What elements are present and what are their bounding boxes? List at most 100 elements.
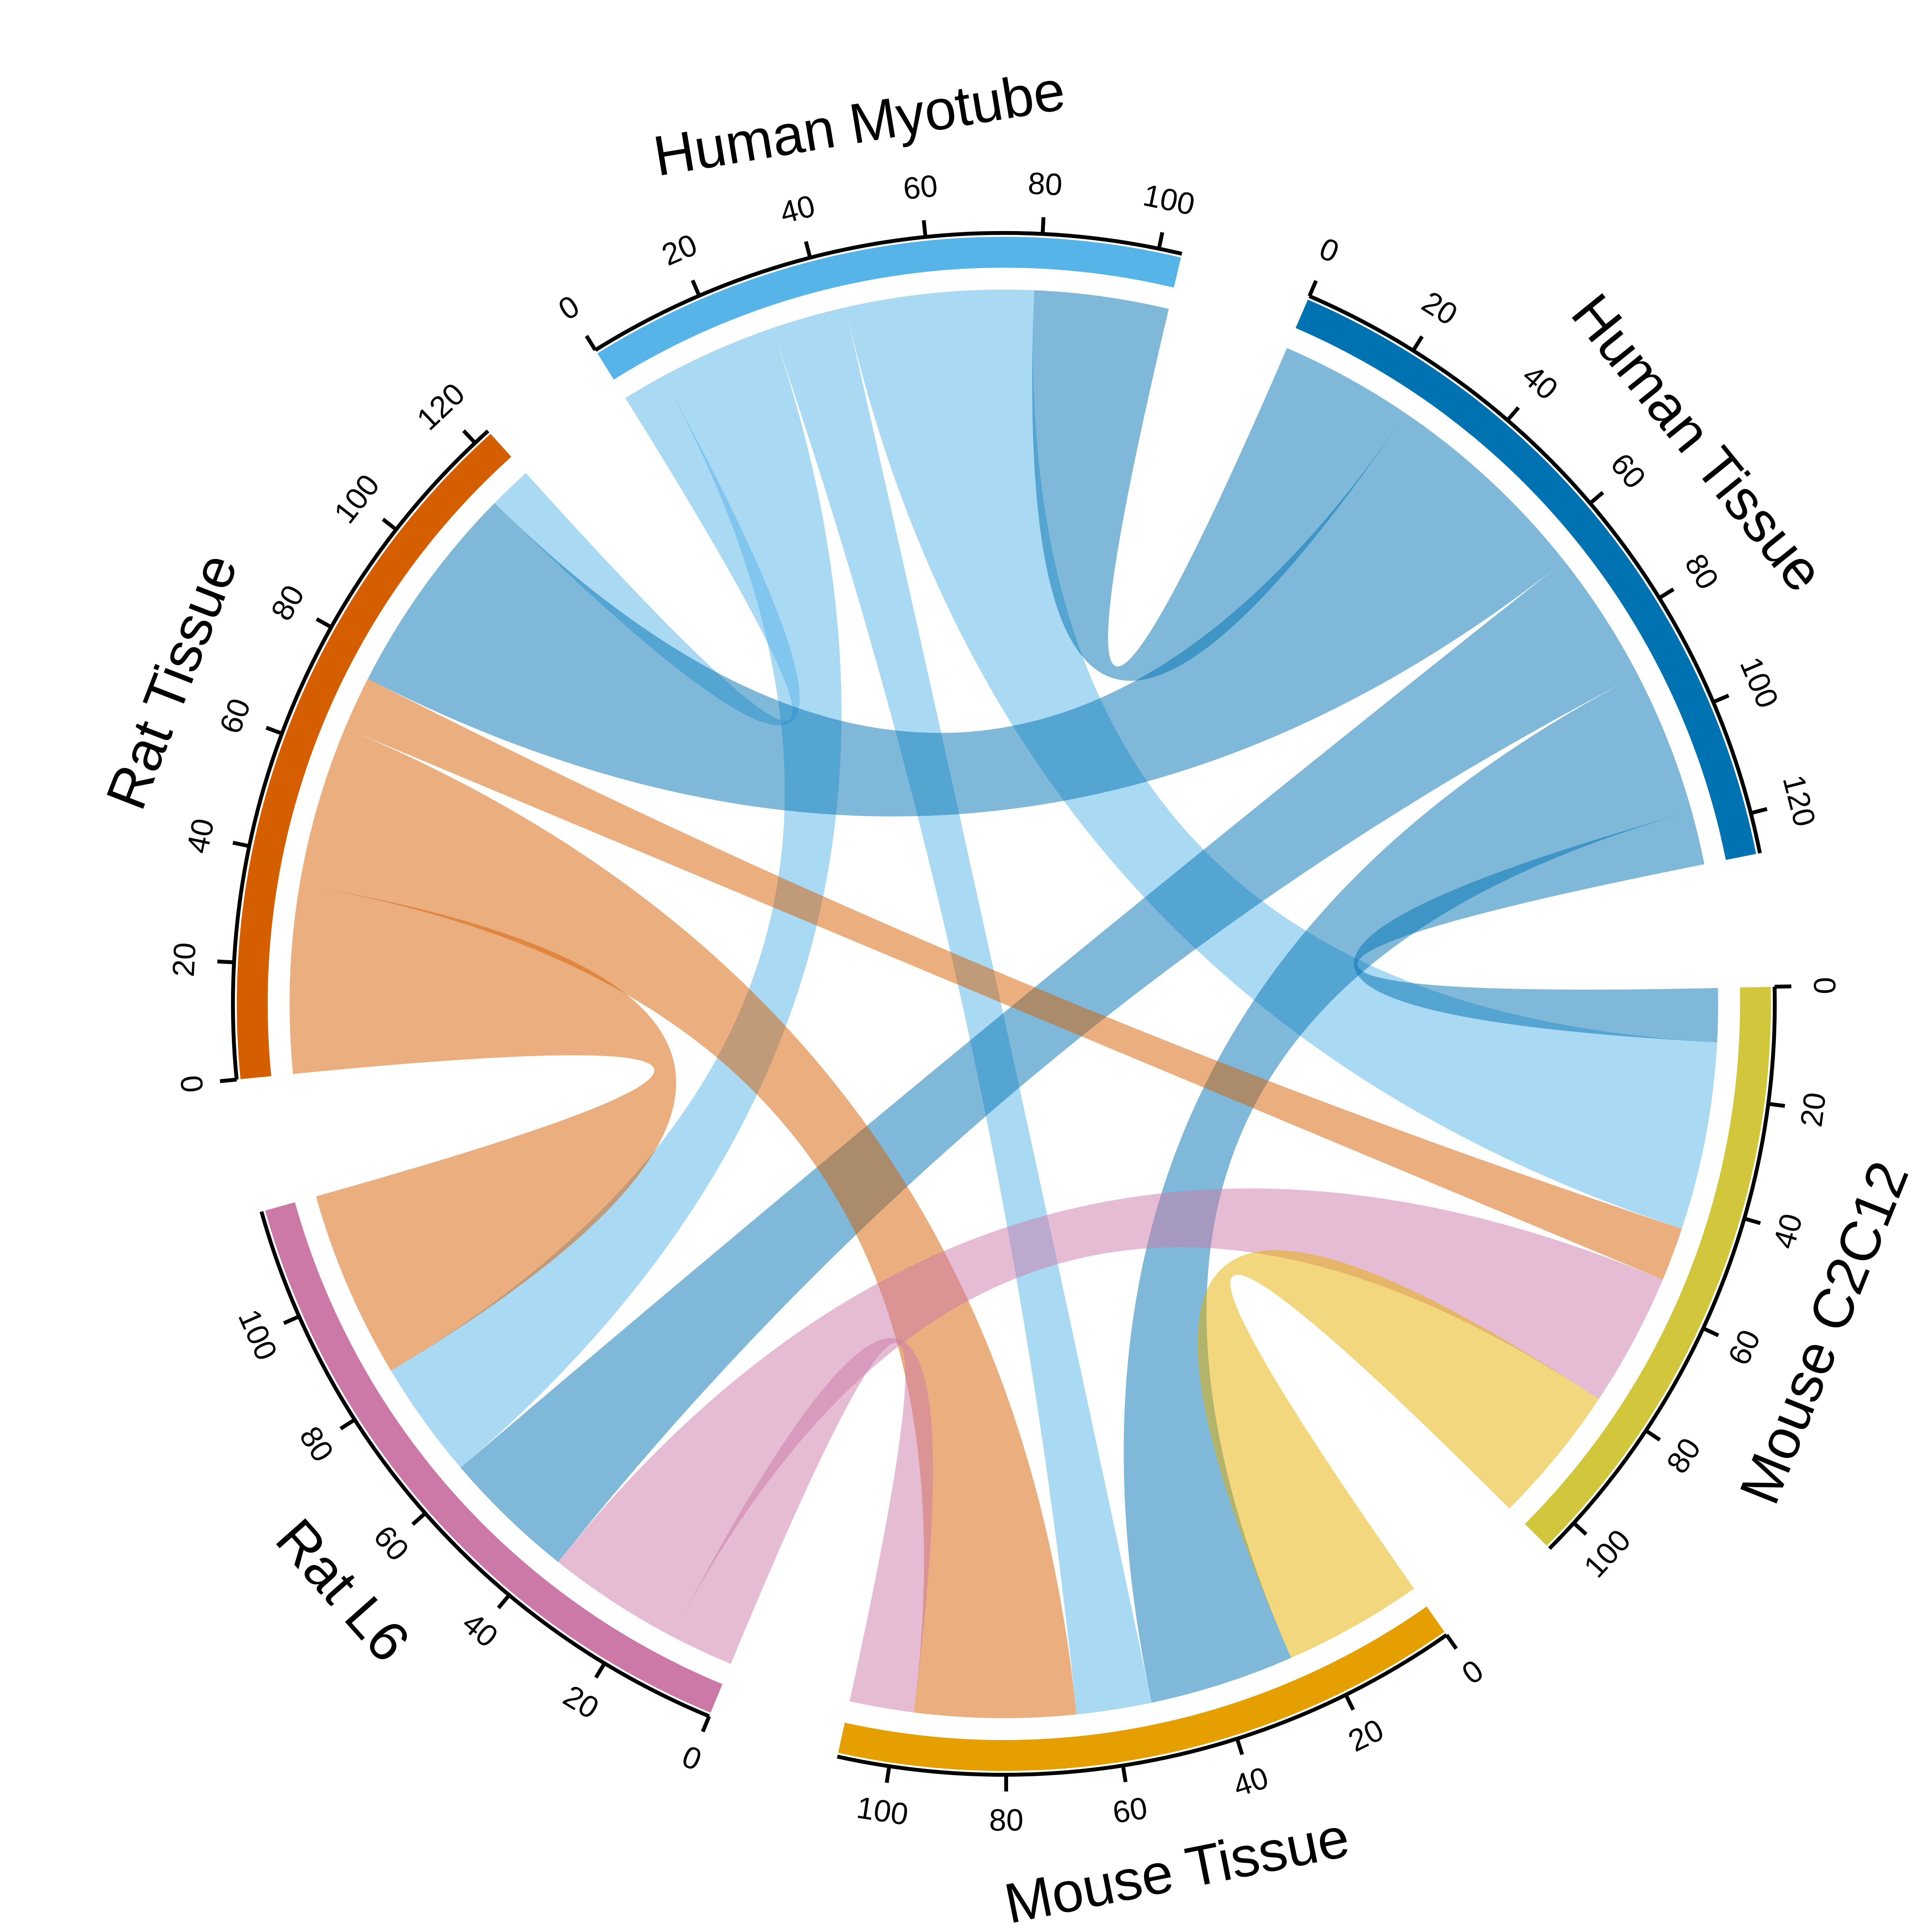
tick-label: 120 — [410, 376, 471, 437]
tick-label: 80 — [1027, 166, 1063, 202]
ribbon — [1032, 290, 1406, 681]
tick-mark — [690, 279, 701, 297]
tick-mark — [1645, 1429, 1661, 1442]
tick-label: 100 — [854, 1790, 910, 1832]
ribbon — [772, 307, 1152, 1714]
tick-mark — [1344, 1694, 1355, 1711]
tick-mark — [381, 517, 398, 531]
tick-mark — [411, 1512, 427, 1526]
ribbon — [845, 289, 1717, 1229]
sector-arc — [236, 434, 512, 1079]
tick-mark — [265, 726, 283, 736]
tick-label: 40 — [456, 1605, 504, 1654]
ribbon — [299, 728, 1077, 1718]
tick-mark — [1506, 406, 1520, 422]
tick-label: 120 — [1776, 772, 1822, 830]
tick-label: 20 — [166, 942, 202, 978]
tick-mark — [1445, 1634, 1458, 1650]
tick-mark — [1658, 587, 1675, 600]
tick-mark — [1572, 1521, 1588, 1536]
tick-mark — [1743, 1216, 1761, 1225]
sector-arc — [597, 236, 1181, 380]
ribbon — [672, 1338, 933, 1713]
tick-mark — [1157, 232, 1164, 249]
tick-mark — [1235, 1738, 1244, 1755]
tick-label: 80 — [1660, 1432, 1707, 1479]
ribbon — [558, 1188, 1663, 1636]
tick-label: 80 — [989, 1803, 1024, 1837]
tick-label: 60 — [1111, 1791, 1150, 1830]
tick-mark — [1121, 1765, 1128, 1782]
tick-label: 20 — [1416, 284, 1464, 332]
tick-mark — [585, 335, 597, 351]
tick-mark — [1712, 694, 1730, 704]
axis-line — [837, 1633, 1448, 1777]
tick-label: 80 — [293, 1420, 340, 1468]
axis-line — [231, 429, 490, 1080]
tick-mark — [1308, 280, 1318, 297]
tick-mark — [701, 1715, 711, 1733]
tick-label: 0 — [174, 1074, 210, 1094]
tick-mark — [1768, 1102, 1785, 1108]
ribbons — [289, 289, 1718, 1718]
axis-line — [594, 231, 1182, 352]
sector-arc — [838, 1606, 1445, 1771]
tick-label: 60 — [213, 694, 257, 738]
tick-mark — [804, 241, 812, 259]
tick-mark — [1750, 807, 1768, 815]
ribbon — [1354, 811, 1718, 1043]
tick-label: 60 — [1604, 447, 1652, 495]
tick-label: 60 — [367, 1519, 416, 1568]
sector-arc — [265, 1202, 723, 1713]
axis-line — [1308, 294, 1762, 854]
ribbon — [345, 679, 1682, 1280]
tick-mark — [1589, 491, 1604, 505]
tick-label: 40 — [180, 816, 221, 856]
tick-mark — [497, 1594, 511, 1609]
tick-mark — [922, 220, 928, 237]
tick-mark — [1412, 335, 1424, 352]
tick-label: 0 — [553, 289, 585, 327]
tick-label: 40 — [777, 188, 818, 230]
tick-label: 40 — [1516, 358, 1564, 406]
sector-name: Human Myotube — [649, 58, 1070, 188]
tick-label: 80 — [264, 579, 311, 626]
sector-name: Rat Tissue — [94, 545, 250, 818]
tick-mark — [283, 1315, 300, 1325]
tick-label: 80 — [1678, 548, 1725, 595]
tick-label: 20 — [558, 1678, 605, 1725]
ribbon — [289, 884, 676, 1371]
tick-mark — [232, 840, 250, 848]
tick-label: 0 — [677, 1739, 706, 1777]
tick-label: 100 — [327, 468, 386, 530]
tick-label: 100 — [232, 1304, 284, 1365]
tick-mark — [462, 429, 477, 444]
ribbon — [494, 376, 800, 726]
tick-mark — [339, 1418, 356, 1430]
tick-label: 60 — [901, 168, 939, 206]
tick-label: 20 — [657, 227, 702, 272]
tick-label: 40 — [1229, 1760, 1272, 1803]
tick-mark — [594, 1662, 606, 1679]
ribbon — [461, 561, 1638, 1562]
ribbon — [1197, 1250, 1599, 1658]
tick-label: 40 — [1766, 1210, 1809, 1252]
tick-mark — [884, 1766, 891, 1783]
tick-mark — [316, 617, 332, 629]
tick-label: 0 — [1315, 231, 1344, 269]
axis-line — [259, 1211, 710, 1718]
tick-mark — [1774, 984, 1792, 989]
tick-label: 60 — [1721, 1325, 1767, 1370]
ribbon — [367, 413, 1565, 816]
tick-label: 0 — [1456, 1653, 1490, 1691]
ribbon — [1124, 675, 1692, 1703]
tick-label: 100 — [1140, 178, 1198, 222]
tick-mark — [1702, 1327, 1719, 1337]
sector-name: Mouse Tissue — [999, 1805, 1354, 1932]
tick-label: 20 — [1343, 1712, 1389, 1758]
tick-label: 0 — [1807, 977, 1842, 995]
sector-arc — [1525, 986, 1771, 1546]
tick-label: 20 — [1794, 1090, 1832, 1129]
tick-mark — [217, 959, 235, 964]
